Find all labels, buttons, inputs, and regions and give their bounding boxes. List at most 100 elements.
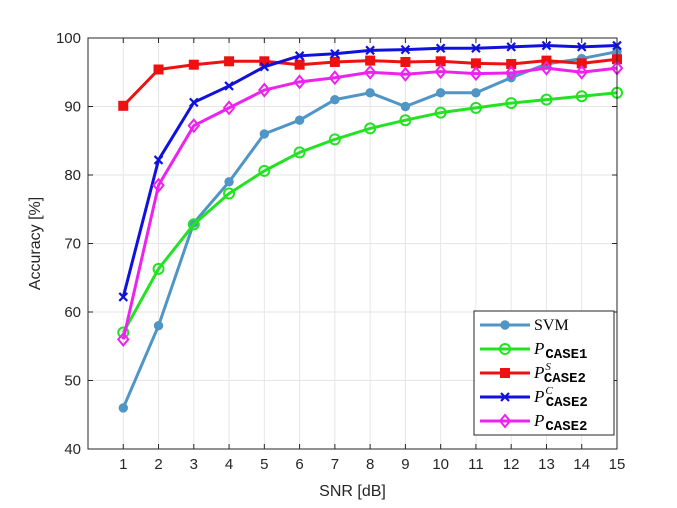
data-point <box>224 81 234 91</box>
data-point <box>364 122 377 135</box>
data-point <box>365 45 375 56</box>
data-point <box>188 59 199 70</box>
data-point <box>399 114 412 127</box>
data-point <box>434 64 447 80</box>
data-point <box>365 55 376 66</box>
x-tick-label: 7 <box>331 456 339 473</box>
series-4 <box>118 40 622 302</box>
data-point <box>224 56 235 67</box>
y-tick-label: 90 <box>64 99 81 116</box>
series-5 <box>116 60 624 347</box>
data-point <box>330 48 340 59</box>
data-point <box>576 58 587 69</box>
data-point <box>471 43 481 54</box>
data-point <box>118 403 128 413</box>
data-point <box>118 292 129 302</box>
data-point <box>259 61 270 72</box>
x-tick-label: 11 <box>468 456 484 473</box>
data-point <box>434 106 447 119</box>
legend-entry: PS CASE2 <box>480 361 586 387</box>
data-point <box>506 59 517 70</box>
data-point <box>505 97 518 110</box>
data-point <box>152 177 165 193</box>
y-tick-label: 80 <box>64 167 81 184</box>
data-point <box>294 59 305 70</box>
data-point <box>504 65 518 81</box>
legend-label: SVM <box>534 317 569 334</box>
y-tick-label: 40 <box>64 441 81 458</box>
legend-swatch-marker <box>500 392 510 402</box>
data-point <box>399 66 412 82</box>
data-point <box>153 321 164 331</box>
data-point <box>506 42 516 52</box>
legend-swatch-marker <box>500 320 510 330</box>
x-tick-label: 9 <box>401 456 409 473</box>
data-point <box>152 262 165 275</box>
data-point <box>187 118 201 134</box>
x-tick-label: 4 <box>225 456 233 473</box>
x-tick-label: 3 <box>190 456 198 473</box>
data-point <box>328 70 342 86</box>
data-point <box>328 133 341 146</box>
data-point <box>258 82 271 98</box>
legend-entry: PC CASE2 <box>480 385 588 411</box>
data-point <box>541 40 552 51</box>
data-point <box>471 88 481 98</box>
data-point <box>435 43 446 54</box>
data-point <box>400 101 411 112</box>
legend-entry: PCASE1 <box>480 339 587 363</box>
series-line <box>121 66 618 340</box>
x-tick-label: 14 <box>573 456 590 473</box>
legend-label: PS CASE2 <box>533 361 586 387</box>
y-axis-ticks: 40 50 60 70 80 90 100 <box>56 30 617 458</box>
data-point <box>400 44 411 55</box>
x-tick-label: 10 <box>432 456 449 473</box>
legend-swatch-marker <box>499 343 511 355</box>
data-point <box>363 64 377 80</box>
data-point <box>153 64 164 75</box>
x-tick-label: 1 <box>119 456 127 473</box>
data-point <box>540 93 553 106</box>
data-point <box>329 56 340 67</box>
data-point <box>116 331 130 347</box>
data-point <box>365 88 375 98</box>
data-point <box>259 129 270 139</box>
data-point <box>435 88 446 98</box>
y-tick-label: 60 <box>64 304 81 321</box>
data-point <box>222 100 236 116</box>
x-tick-label: 12 <box>503 456 520 473</box>
data-point <box>575 64 589 80</box>
data-point <box>224 177 234 187</box>
legend-swatch-marker <box>498 413 512 429</box>
x-axis-label: SNR [dB] <box>319 483 386 500</box>
data-point <box>293 146 306 159</box>
data-point <box>153 155 164 165</box>
data-point <box>294 115 305 125</box>
x-tick-label: 8 <box>366 456 374 473</box>
data-point <box>469 66 483 82</box>
data-point <box>187 218 200 231</box>
data-point <box>189 97 199 108</box>
legend-label: PC CASE2 <box>533 385 588 411</box>
y-axis-label: Accuracy [%] <box>27 197 44 290</box>
legend-label: PCASE1 <box>533 339 587 363</box>
x-tick-label: 6 <box>295 456 303 473</box>
y-tick-label: 70 <box>64 236 81 253</box>
data-point <box>293 74 306 90</box>
x-tick-label: 13 <box>538 456 555 473</box>
data-point <box>118 100 129 111</box>
data-point <box>540 60 553 76</box>
data-point <box>576 42 587 52</box>
y-tick-label: 50 <box>64 373 81 390</box>
data-point <box>575 90 588 103</box>
legend-swatch-marker <box>500 368 510 378</box>
x-tick-label: 2 <box>154 456 162 473</box>
data-point <box>258 164 271 177</box>
data-point <box>469 101 482 114</box>
x-axis-ticks: 1 2 3 4 5 6 7 8 9 10 11 12 13 14 15 <box>119 38 625 473</box>
legend-entry: SVM <box>480 317 569 334</box>
data-point <box>223 187 236 200</box>
legend-entry: PCASE2 <box>480 411 587 435</box>
